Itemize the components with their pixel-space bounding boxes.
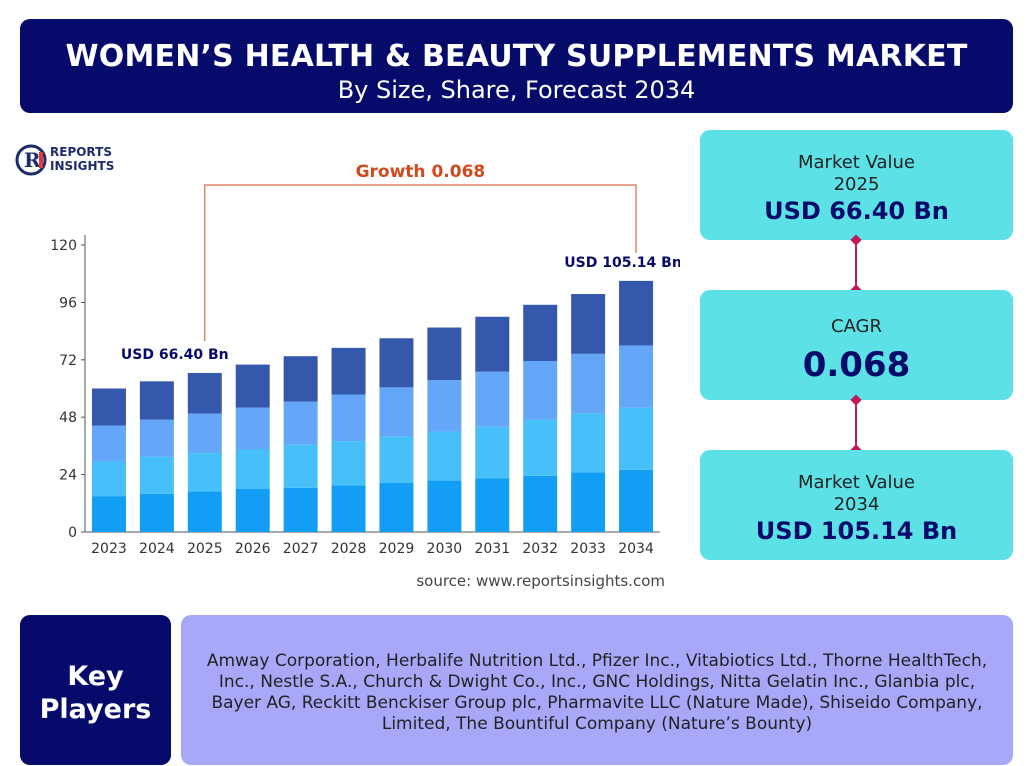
page-subtitle: By Size, Share, Forecast 2034 (337, 76, 696, 104)
y-tick-label: 48 (59, 410, 77, 426)
bar-segment (379, 338, 414, 388)
card-value: 0.068 (802, 345, 911, 385)
bar-segment (187, 453, 222, 492)
y-tick-label: 24 (59, 468, 77, 484)
end-value-label: USD 105.14 Bn (564, 255, 680, 271)
svg-text:R: R (24, 148, 41, 172)
card-year: 2034 (833, 494, 880, 515)
bar-segment (571, 294, 606, 354)
connector-line (855, 240, 857, 290)
card-label: Market Value (797, 152, 916, 173)
bar-segment (379, 387, 414, 437)
bar-segment (139, 456, 174, 494)
bar-segment (283, 356, 318, 402)
card-label: Market Value (797, 472, 916, 493)
bar-segment (91, 388, 126, 426)
stacked-bar-chart: 0 24 48 72 96 120 2023 2024 2025 2026 2027 2028 2029… (50, 162, 680, 557)
bar-segment (331, 394, 366, 442)
bar-segment (283, 487, 318, 532)
bar-segment (523, 419, 558, 476)
market-value-2025-card: Market Value 2025 USD 66.40 Bn (700, 130, 1013, 240)
key-players-title-line1: Key (67, 661, 124, 692)
bar-segment (235, 407, 270, 450)
bar-segment (523, 360, 558, 420)
bar-segment (331, 347, 366, 395)
logo-text: REPORTS INSIGHTS (50, 145, 114, 173)
bar-segment (139, 381, 174, 420)
bar-segment (427, 480, 462, 532)
card-value: USD 105.14 Bn (755, 517, 958, 545)
bar-segment (523, 304, 558, 361)
bar-segment (571, 472, 606, 532)
bar-segment (427, 431, 462, 481)
title-banner: WOMEN’S HEALTH & BEAUTY SUPPLEMENTS MARK… (20, 19, 1013, 113)
x-tick-label: 2027 (283, 541, 319, 557)
bar-segment (523, 475, 558, 532)
y-tick-label: 96 (59, 295, 77, 311)
x-tick-label: 2029 (379, 541, 415, 557)
x-tick-label: 2024 (139, 541, 175, 557)
x-tick-label: 2034 (618, 541, 654, 557)
logo-icon: R (15, 144, 47, 176)
logo-line1: REPORTS (50, 145, 112, 159)
x-tick-label: 2030 (427, 541, 463, 557)
bar-segment (619, 280, 654, 346)
bar-segment (235, 488, 270, 532)
key-players-list: Amway Corporation, Herbalife Nutrition L… (181, 615, 1013, 765)
bar-segment (91, 496, 126, 532)
bar-segment (187, 413, 222, 454)
bar-segment (475, 316, 510, 372)
bar-segment (235, 449, 270, 489)
y-tick-label: 0 (68, 525, 77, 541)
bar-segment (379, 436, 414, 483)
bar-segment (571, 353, 606, 414)
card-label: CAGR (830, 316, 883, 337)
x-tick-label: 2031 (474, 541, 510, 557)
market-value-2034-card: Market Value 2034 USD 105.14 Bn (700, 450, 1013, 560)
bar-segment (91, 461, 126, 497)
key-players-title-line2: Players (39, 694, 152, 725)
bar-segment (91, 425, 126, 462)
connector-line (855, 400, 857, 450)
card-value: USD 66.40 Bn (764, 197, 949, 225)
bar-segment (619, 345, 654, 408)
x-tick-label: 2028 (331, 541, 367, 557)
x-tick-label: 2023 (91, 541, 127, 557)
bar-segment (619, 469, 654, 532)
bar-segment (475, 426, 510, 479)
logo-line2: INSIGHTS (50, 159, 115, 173)
bar-segment (475, 478, 510, 532)
x-tick-label: 2033 (570, 541, 606, 557)
card-year: 2025 (833, 174, 880, 195)
start-value-label: USD 66.40 Bn (121, 347, 229, 363)
bar-segment (331, 441, 366, 486)
y-tick-label: 120 (50, 238, 77, 254)
bar-segment (379, 482, 414, 532)
bar-segment (139, 493, 174, 532)
x-tick-label: 2032 (522, 541, 558, 557)
bar-segment (139, 419, 174, 457)
bar-segment (427, 380, 462, 432)
bar-segment (283, 444, 318, 488)
bar-segment (619, 407, 654, 470)
bar-segment (427, 327, 462, 381)
bar-segment (571, 413, 606, 473)
bar-segment (187, 491, 222, 532)
bar-segment (187, 372, 222, 414)
cagr-card: CAGR 0.068 (700, 290, 1013, 400)
key-players-title-box: Key Players (20, 615, 171, 765)
page-title: WOMEN’S HEALTH & BEAUTY SUPPLEMENTS MARK… (65, 39, 968, 74)
y-tick-label: 72 (59, 353, 77, 369)
bar-segment (331, 485, 366, 532)
source-text: source: www.reportsinsights.com (416, 572, 665, 590)
growth-bracket (204, 184, 637, 341)
bar-segment (283, 401, 318, 445)
bar-segment (235, 364, 270, 408)
growth-label: Growth 0.068 (356, 162, 486, 182)
x-tick-label: 2025 (187, 541, 223, 557)
x-tick-label: 2026 (235, 541, 271, 557)
bar-segment (475, 371, 510, 427)
